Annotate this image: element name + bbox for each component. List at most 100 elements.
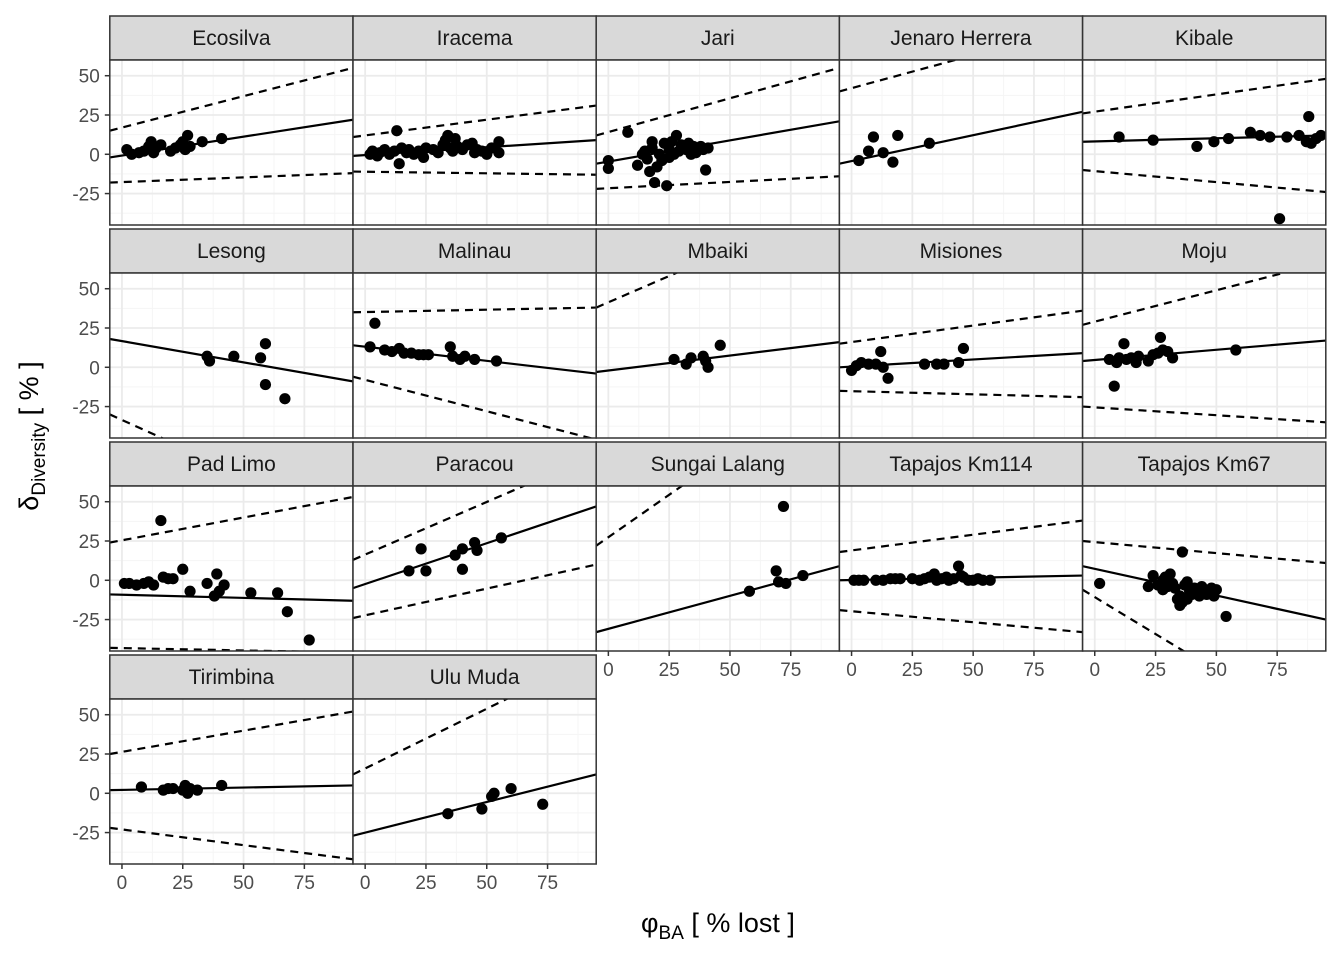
upper-bound-line [1082, 539, 1326, 565]
data-point [685, 352, 697, 364]
strip-label-jari: Jari [701, 27, 735, 50]
strip-iracema [352, 15, 597, 61]
x-tick-label: 75 [780, 660, 801, 681]
data-point [622, 126, 634, 138]
data-point [218, 579, 230, 591]
x-tick-label: 75 [537, 873, 558, 894]
data-point [417, 151, 430, 164]
data-point [369, 317, 381, 329]
panel-background [596, 273, 840, 438]
data-point [184, 140, 196, 153]
data-point [177, 563, 189, 575]
data-point [1108, 380, 1120, 392]
strip-label-iracema: Iracema [437, 27, 513, 50]
panel-background [1082, 60, 1326, 225]
y-tick-label: 0 [89, 571, 100, 592]
strip-label-mbaiki: Mbaiki [687, 240, 748, 263]
strip-moju [1081, 228, 1327, 274]
y-tick-label: 0 [89, 784, 100, 805]
data-point [415, 543, 427, 555]
y-tick-label: 25 [79, 319, 100, 340]
panel-background [109, 699, 353, 864]
data-point [777, 500, 790, 513]
data-point [469, 353, 481, 366]
upper-bound-line [353, 486, 527, 561]
facet-moju: Moju [1081, 228, 1327, 439]
strip-label-sungai-lalang: Sungai Lalang [651, 453, 785, 476]
data-point [203, 355, 216, 367]
data-point [391, 125, 403, 137]
data-point [1142, 580, 1154, 593]
x-tick-label: 50 [719, 660, 740, 681]
data-point [1230, 344, 1242, 356]
data-point [303, 634, 315, 646]
facet-jenaro-herrera: Jenaro Herrera [838, 15, 1084, 226]
x-axis-title: φBA [ % lost ] [641, 908, 795, 944]
data-point [254, 352, 267, 364]
data-point [957, 342, 970, 355]
upper-bound-line [353, 699, 510, 776]
fit-line [596, 120, 840, 165]
panel-border [1081, 272, 1327, 439]
facet-jari: Jari [595, 15, 841, 226]
facet-sungai-lalang: Sungai Lalang 0 25 50 75 [595, 441, 841, 681]
data-point [877, 361, 889, 373]
data-point [877, 147, 889, 159]
gridlines [1082, 486, 1326, 651]
data-point [938, 358, 950, 370]
data-point [1118, 338, 1130, 350]
gridlines [596, 486, 840, 651]
strip-label-tirimbina: Tirimbina [189, 666, 275, 689]
facet-tapajos-km114: Tapajos Km114 0 25 50 75 [838, 441, 1084, 681]
panel-background [839, 60, 1083, 225]
x-tick-label: 25 [659, 660, 680, 681]
data-point [702, 142, 714, 154]
facet-ecosilva: Ecosilva -25 0 25 50 [72, 15, 354, 226]
upper-bound-line [353, 306, 597, 314]
data-point [894, 573, 906, 585]
x-tick-label: 75 [1023, 660, 1044, 681]
data-point [505, 782, 517, 795]
data-point [444, 341, 456, 353]
y-tick-label: -25 [72, 611, 99, 632]
strip-malinau [352, 228, 597, 274]
data-point [191, 784, 203, 796]
upper-bound-line [596, 486, 684, 547]
data-point [1176, 546, 1188, 558]
x-tick-label: 50 [476, 873, 497, 894]
data-point [456, 543, 469, 555]
facet-iracema: Iracema [352, 15, 597, 226]
x-tick-label: 25 [1145, 660, 1166, 681]
gridlines [109, 273, 353, 438]
data-point [1147, 569, 1159, 582]
lower-bound-line [1082, 588, 1186, 651]
gridlines [353, 486, 597, 651]
facet-paracou: Paracou [352, 441, 597, 652]
data-point [155, 139, 167, 151]
data-point [875, 345, 887, 358]
strip-label-kibale: Kibale [1175, 27, 1233, 50]
lower-bound-line [109, 172, 353, 184]
panel-background [109, 486, 353, 651]
data-point [490, 355, 503, 367]
panel-border [1081, 59, 1327, 226]
data-point [984, 574, 996, 586]
x-tick-label: 25 [172, 873, 193, 894]
data-point [155, 514, 167, 527]
x-tick-label: 25 [415, 873, 436, 894]
y-tick-label: 25 [79, 532, 100, 553]
data-point [918, 358, 931, 370]
data-point [456, 563, 469, 575]
data-point [201, 577, 213, 590]
data-point [1164, 568, 1176, 580]
data-point [952, 560, 965, 572]
data-point [259, 378, 272, 391]
strip-kibale [1081, 15, 1327, 61]
strip-label-moju: Moju [1181, 240, 1227, 263]
data-point [892, 129, 904, 142]
data-point [459, 350, 471, 362]
x-tick-label: 0 [1089, 660, 1100, 681]
x-tick-label: 50 [233, 873, 254, 894]
y-tick-label: 50 [79, 67, 100, 88]
data-point [646, 136, 658, 148]
